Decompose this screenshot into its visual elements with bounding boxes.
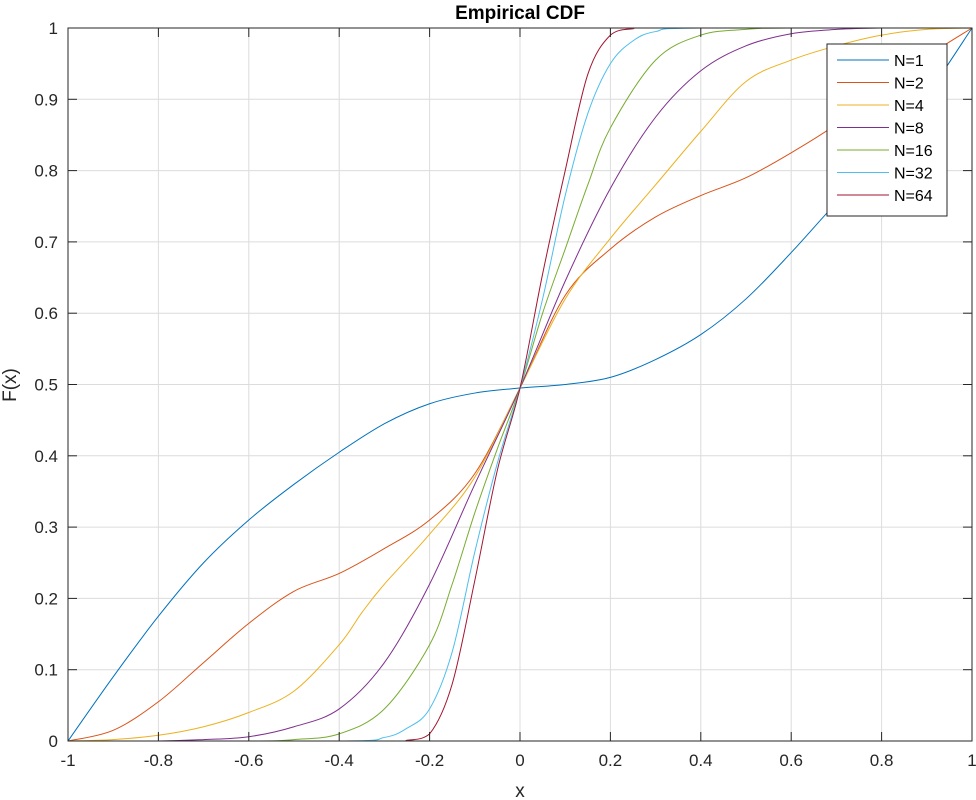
x-tick-labels: -1 -0.8 -0.6 -0.4 -0.2 0 0.2 0.4 0.6 0.8 1 [60, 751, 976, 770]
y-tick-label: 0.2 [34, 589, 58, 608]
x-axis-label: x [515, 781, 525, 800]
x-tick-label: 0.2 [599, 751, 623, 770]
tick-marks [67, 27, 973, 742]
legend-label: N=64 [894, 188, 933, 205]
y-tick-label: 0.8 [34, 162, 58, 181]
legend-label: N=32 [894, 166, 933, 183]
x-tick-label: 0.6 [779, 751, 803, 770]
x-tick-label: 0.8 [870, 751, 894, 770]
y-tick-labels: 0 0.1 0.2 0.3 0.4 0.5 0.6 0.7 0.8 0.9 1 [34, 19, 58, 751]
legend-label: N=16 [894, 143, 933, 160]
x-tick-label: 0.4 [689, 751, 713, 770]
y-tick-label: 0.6 [34, 304, 58, 323]
legend-label: N=1 [894, 53, 924, 70]
x-tick-label: 1 [967, 751, 976, 770]
legend-label: N=2 [894, 76, 924, 93]
y-tick-label: 0 [49, 732, 58, 751]
series-line-n-4 [67, 27, 973, 742]
y-tick-label: 0.1 [34, 661, 58, 680]
y-tick-label: 0.3 [34, 518, 58, 537]
legend-label: N=4 [894, 98, 924, 115]
y-tick-label: 0.7 [34, 233, 58, 252]
x-tick-label: -1 [60, 751, 75, 770]
chart-title: Empirical CDF [455, 3, 585, 24]
y-axis-label: F(x) [0, 368, 21, 402]
x-tick-label: -0.6 [234, 751, 263, 770]
legend: N=1 N=2 N=4 N=8 N=16 N=32 N=64 [826, 43, 948, 217]
series-lines [67, 27, 973, 742]
y-tick-label: 0.9 [34, 90, 58, 109]
legend-label: N=8 [894, 121, 924, 138]
x-tick-label: -0.4 [325, 751, 354, 770]
x-tick-label: 0 [515, 751, 524, 770]
y-tick-label: 0.5 [34, 376, 58, 395]
x-tick-label: -0.8 [144, 751, 173, 770]
y-tick-label: 1 [49, 19, 58, 38]
x-tick-label: -0.2 [415, 751, 444, 770]
legend-box [826, 43, 948, 217]
y-tick-label: 0.4 [34, 447, 58, 466]
